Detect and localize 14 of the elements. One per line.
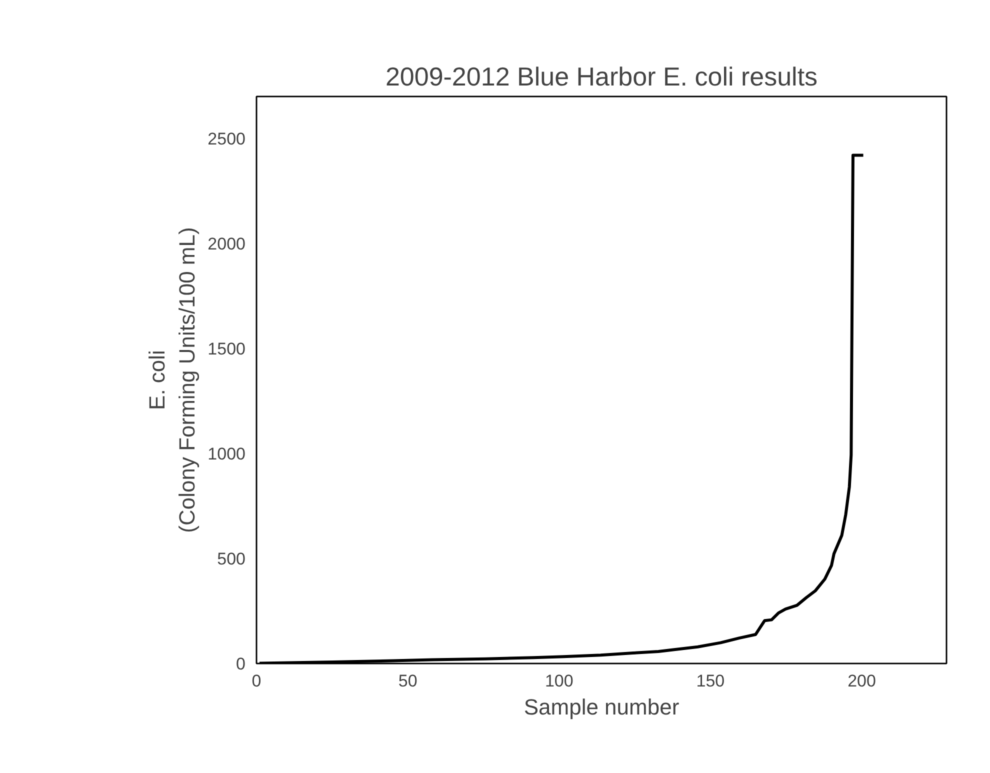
x-tick-label: 150 (696, 672, 725, 690)
y-tick-label: 2000 (208, 234, 246, 254)
x-tick-label: 0 (252, 672, 262, 690)
x-tick-label: 50 (398, 672, 418, 690)
chart-title: 2009-2012 Blue Harbor E. coli results (385, 62, 818, 92)
x-axis-title: Sample number (524, 694, 680, 720)
x-tick-label: 200 (848, 672, 876, 690)
y-tick-label: 2500 (208, 130, 246, 148)
y-axis-title: E. coli (Colony Forming Units/100 mL) (144, 227, 200, 533)
y-tick-label: 500 (217, 550, 246, 568)
y-tick-label: 1500 (208, 340, 246, 358)
y-tick-label: 0 (236, 654, 246, 674)
y-tick-label: 1000 (208, 444, 246, 464)
x-tick-label: 100 (544, 672, 574, 690)
